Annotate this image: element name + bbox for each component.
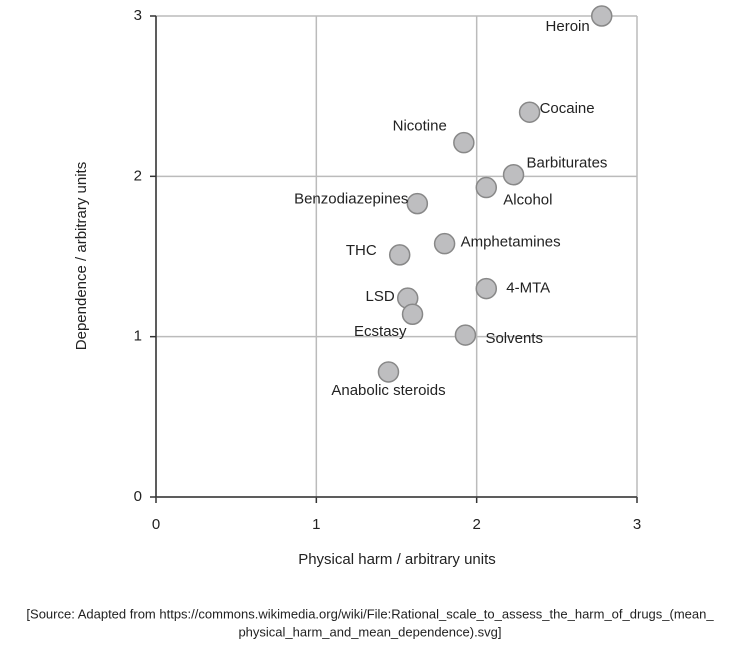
point-label: THC bbox=[346, 242, 377, 259]
point-label: Amphetamines bbox=[461, 234, 561, 251]
point bbox=[502, 163, 525, 186]
point bbox=[590, 5, 613, 27]
point-label: Alcohol bbox=[503, 192, 552, 209]
point bbox=[377, 361, 400, 383]
point-label: Ecstasy bbox=[354, 323, 407, 340]
point-label: 4-MTA bbox=[506, 280, 550, 297]
x-tick-label: 2 bbox=[472, 516, 480, 533]
point-label: Benzodiazepines bbox=[294, 191, 408, 208]
point-label: Solvents bbox=[485, 330, 543, 347]
y-axis-label: Dependence / arbitrary units bbox=[73, 162, 90, 350]
y-tick-label: 0 bbox=[134, 488, 142, 505]
point bbox=[454, 324, 477, 346]
point bbox=[401, 303, 424, 325]
point-label: Cocaine bbox=[540, 100, 595, 117]
x-axis-label: Physical harm / arbitrary units bbox=[298, 551, 496, 568]
point bbox=[475, 176, 498, 199]
point-label: Barbiturates bbox=[527, 155, 608, 172]
point-label: Anabolic steroids bbox=[331, 382, 445, 399]
x-tick-label: 3 bbox=[633, 516, 641, 533]
y-tick-label: 3 bbox=[134, 7, 142, 24]
x-tick-label: 1 bbox=[312, 516, 320, 533]
y-tick-label: 1 bbox=[134, 328, 142, 345]
x-tick-label: 0 bbox=[152, 516, 160, 533]
point-label: LSD bbox=[366, 288, 395, 305]
point bbox=[433, 232, 456, 255]
source-line: physical_harm_and_mean_dependence).svg] bbox=[238, 624, 501, 639]
point bbox=[453, 131, 475, 154]
source-line: [Source: Adapted from https://commons.wi… bbox=[26, 606, 714, 621]
y-tick-label: 2 bbox=[134, 167, 142, 184]
point bbox=[518, 101, 541, 123]
point bbox=[475, 277, 498, 300]
point-label: Heroin bbox=[546, 18, 590, 35]
point bbox=[406, 192, 429, 215]
point bbox=[388, 244, 411, 266]
point-label: Nicotine bbox=[393, 118, 447, 135]
